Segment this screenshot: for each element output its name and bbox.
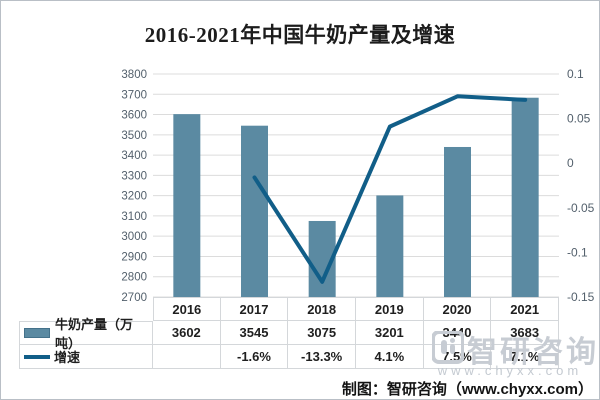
right-axis-tick-label: -0.1 <box>567 245 588 259</box>
left-axis-tick-label: 3000 <box>121 231 147 243</box>
left-axis-tick-label: 3400 <box>121 150 147 162</box>
chart-data-table: 2016 2017 2018 2019 2020 2021 牛奶产量（万吨） 3602 3545… <box>19 297 559 369</box>
value-cell: 3683 <box>491 321 559 345</box>
credit-line: 制图：智研咨询（www.chyxx.com） <box>341 381 593 398</box>
year-cell: 2016 <box>153 297 221 321</box>
year-cell: 2021 <box>491 297 559 321</box>
series-name: 牛奶产量（万吨） <box>55 317 134 351</box>
value-cell: 4.1% <box>355 345 424 369</box>
value-cell: 3075 <box>288 321 356 345</box>
left-axis-tick-label: 3200 <box>121 191 147 203</box>
bar-2021 <box>511 97 539 298</box>
left-axis-tick-label: 3700 <box>121 89 147 101</box>
bar-2020 <box>444 146 471 297</box>
left-axis-tick-label: 3100 <box>121 211 147 223</box>
year-cell: 2019 <box>355 297 424 321</box>
left-axis-tick-label: 3300 <box>121 170 147 182</box>
bar-legend-swatch <box>24 328 50 338</box>
right-axis-tick-label: 0.1 <box>567 67 584 81</box>
value-cell: -1.6% <box>220 345 289 369</box>
series-name: 增速 <box>54 350 81 365</box>
left-axis-tick-label: 2800 <box>121 272 147 284</box>
growth-rate-line <box>252 94 528 284</box>
year-cell: 2017 <box>220 297 289 321</box>
value-cell: -13.3% <box>288 345 356 369</box>
value-cell: 7.1% <box>491 345 559 369</box>
value-cell: 3201 <box>355 321 424 345</box>
legend-label-cell: 牛奶产量（万吨） <box>19 317 153 351</box>
value-cell <box>153 345 221 369</box>
year-cell: 2018 <box>288 297 356 321</box>
bar-2019 <box>376 195 404 297</box>
right-axis-tick-label: 0 <box>567 156 574 170</box>
line-legend-swatch <box>24 354 50 359</box>
bar-2017 <box>241 125 268 297</box>
left-axis-tick-label: 3800 <box>121 69 147 81</box>
value-cell: 3545 <box>220 321 289 345</box>
bar-2016 <box>173 114 201 297</box>
value-cell: 3440 <box>423 321 492 345</box>
left-axis-tick-label: 3500 <box>121 130 147 142</box>
value-cell: 3602 <box>153 321 221 345</box>
right-axis-tick-label: -0.05 <box>567 201 595 215</box>
legend-label-cell: 增速 <box>19 345 153 369</box>
left-axis-tick-label: 3600 <box>121 110 147 122</box>
right-axis-tick-label: -0.15 <box>567 290 595 304</box>
year-cell: 2020 <box>423 297 492 321</box>
value-cell: 7.5% <box>423 345 492 369</box>
chart-title: 2016-2021年中国牛奶产量及增速 <box>144 23 456 47</box>
left-axis-tick-label: 2700 <box>121 292 147 304</box>
right-axis-tick-label: 0.05 <box>567 112 591 126</box>
left-axis-tick-label: 2900 <box>121 251 147 263</box>
